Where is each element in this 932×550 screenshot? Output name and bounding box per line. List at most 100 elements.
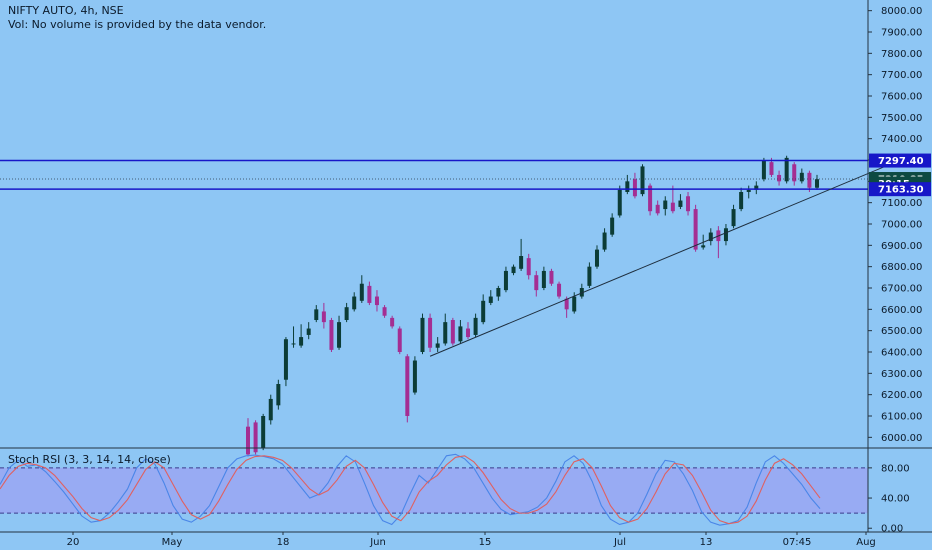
- candle-body[interactable]: [534, 275, 539, 291]
- candle-body[interactable]: [602, 232, 607, 250]
- candle-body[interactable]: [367, 285, 372, 303]
- candle-body[interactable]: [754, 185, 759, 190]
- candle-body[interactable]: [352, 296, 357, 310]
- candle-body[interactable]: [435, 343, 440, 348]
- candle-body[interactable]: [579, 288, 584, 297]
- candle-body[interactable]: [359, 283, 364, 301]
- candle-body[interactable]: [632, 179, 637, 197]
- candle-body[interactable]: [610, 217, 615, 235]
- candle-body[interactable]: [382, 307, 387, 316]
- candle-body[interactable]: [784, 157, 789, 182]
- candle-body[interactable]: [693, 209, 698, 250]
- time-tick-label: Jul: [613, 537, 626, 548]
- price-axis[interactable]: 6000.00 6100.00 6200.00 6300.00 6400.00 6500.…: [867, 0, 931, 535]
- candle-body[interactable]: [405, 356, 410, 416]
- candle-body[interactable]: [276, 384, 281, 406]
- time-tick-label: 07:45: [783, 537, 812, 548]
- candle-body[interactable]: [723, 228, 728, 242]
- price-tick-label: 6300.00: [881, 369, 922, 380]
- candle-body[interactable]: [344, 307, 349, 320]
- candle-body[interactable]: [777, 174, 782, 182]
- candle-body[interactable]: [268, 398, 273, 421]
- candle-body[interactable]: [670, 202, 675, 212]
- candle-body[interactable]: [488, 296, 493, 303]
- candle-body[interactable]: [253, 422, 258, 453]
- candle-body[interactable]: [337, 322, 342, 348]
- price-tick-label: 6800.00: [881, 262, 922, 273]
- price-badge[interactable]: [869, 153, 931, 168]
- candle-body[interactable]: [503, 270, 508, 291]
- candle-body[interactable]: [708, 232, 713, 242]
- price-pane[interactable]: [0, 155, 932, 457]
- candle-body[interactable]: [594, 249, 599, 267]
- candle-body[interactable]: [428, 317, 433, 348]
- time-axis[interactable]: 20 May 18 Jun 15 Jul 13 07:45 Aug: [0, 531, 932, 548]
- candle-body[interactable]: [686, 196, 691, 212]
- candle-body[interactable]: [655, 204, 660, 214]
- price-tick-label: 6000.00: [881, 433, 922, 444]
- candle-body[interactable]: [799, 172, 804, 182]
- candle-body[interactable]: [473, 317, 478, 335]
- candle-body[interactable]: [526, 258, 531, 276]
- candle-body[interactable]: [648, 185, 653, 212]
- candle-body[interactable]: [496, 288, 501, 297]
- candle-body[interactable]: [511, 266, 516, 274]
- candle-body[interactable]: [246, 426, 250, 455]
- candle-body[interactable]: [549, 270, 554, 284]
- candle-body[interactable]: [481, 300, 486, 323]
- candle-body[interactable]: [761, 160, 766, 180]
- candle-body[interactable]: [466, 328, 471, 338]
- candle-body[interactable]: [557, 283, 562, 297]
- symbol-title[interactable]: NIFTY AUTO, 4h, NSE: [8, 4, 124, 17]
- candle-body[interactable]: [314, 309, 319, 320]
- time-tick-label: Jun: [369, 537, 386, 548]
- chart-header: NIFTY AUTO, 4h, NSE Vol: No volume is pr…: [8, 4, 266, 32]
- candle-body[interactable]: [261, 416, 266, 448]
- candle-body[interactable]: [587, 266, 592, 286]
- stoch-series-k[interactable]: [0, 453, 821, 526]
- candle-body[interactable]: [625, 181, 630, 192]
- candle-body[interactable]: [731, 209, 736, 227]
- candle-body[interactable]: [397, 328, 402, 352]
- price-tick-label: 6700.00: [881, 284, 922, 295]
- candle-body[interactable]: [306, 328, 311, 335]
- candle-body[interactable]: [321, 311, 326, 323]
- stoch-rsi-pane[interactable]: [0, 453, 868, 526]
- price-tick-label: 7900.00: [881, 28, 922, 39]
- candle-body[interactable]: [374, 296, 379, 306]
- candle-body[interactable]: [815, 179, 819, 188]
- candle-body[interactable]: [291, 343, 296, 345]
- candle-body[interactable]: [678, 200, 683, 207]
- candle-body[interactable]: [617, 189, 622, 216]
- candle-body[interactable]: [390, 317, 395, 327]
- candle-body[interactable]: [739, 192, 744, 210]
- candle-body[interactable]: [450, 320, 455, 344]
- candle-body[interactable]: [701, 245, 706, 248]
- candle-body[interactable]: [519, 256, 524, 269]
- indicator-title[interactable]: Stoch RSI (3, 3, 14, 14, close): [8, 453, 171, 466]
- candle-body[interactable]: [640, 166, 645, 195]
- candle-body[interactable]: [458, 326, 463, 342]
- candle-body[interactable]: [541, 270, 546, 288]
- stoch-series-d[interactable]: [0, 455, 821, 525]
- price-tick-label: 6100.00: [881, 412, 922, 423]
- candle-body[interactable]: [746, 189, 751, 192]
- candle-body[interactable]: [663, 200, 668, 210]
- candle-body[interactable]: [329, 320, 334, 350]
- candle-body[interactable]: [564, 298, 569, 310]
- candle-body[interactable]: [299, 337, 304, 346]
- candle-body[interactable]: [769, 162, 774, 175]
- candle-body[interactable]: [283, 339, 288, 380]
- price-tick-label: 7000.00: [881, 220, 922, 231]
- candle-body[interactable]: [572, 296, 577, 312]
- price-tick-label: 6900.00: [881, 241, 922, 252]
- price-badge[interactable]: [869, 182, 931, 197]
- candle-body[interactable]: [412, 360, 417, 393]
- candle-body[interactable]: [420, 317, 425, 352]
- candle-body[interactable]: [792, 164, 797, 182]
- trendline[interactable]: [429, 159, 901, 357]
- price-tick-label: 7600.00: [881, 92, 922, 103]
- candle-body[interactable]: [443, 322, 448, 344]
- candle-body[interactable]: [807, 172, 812, 188]
